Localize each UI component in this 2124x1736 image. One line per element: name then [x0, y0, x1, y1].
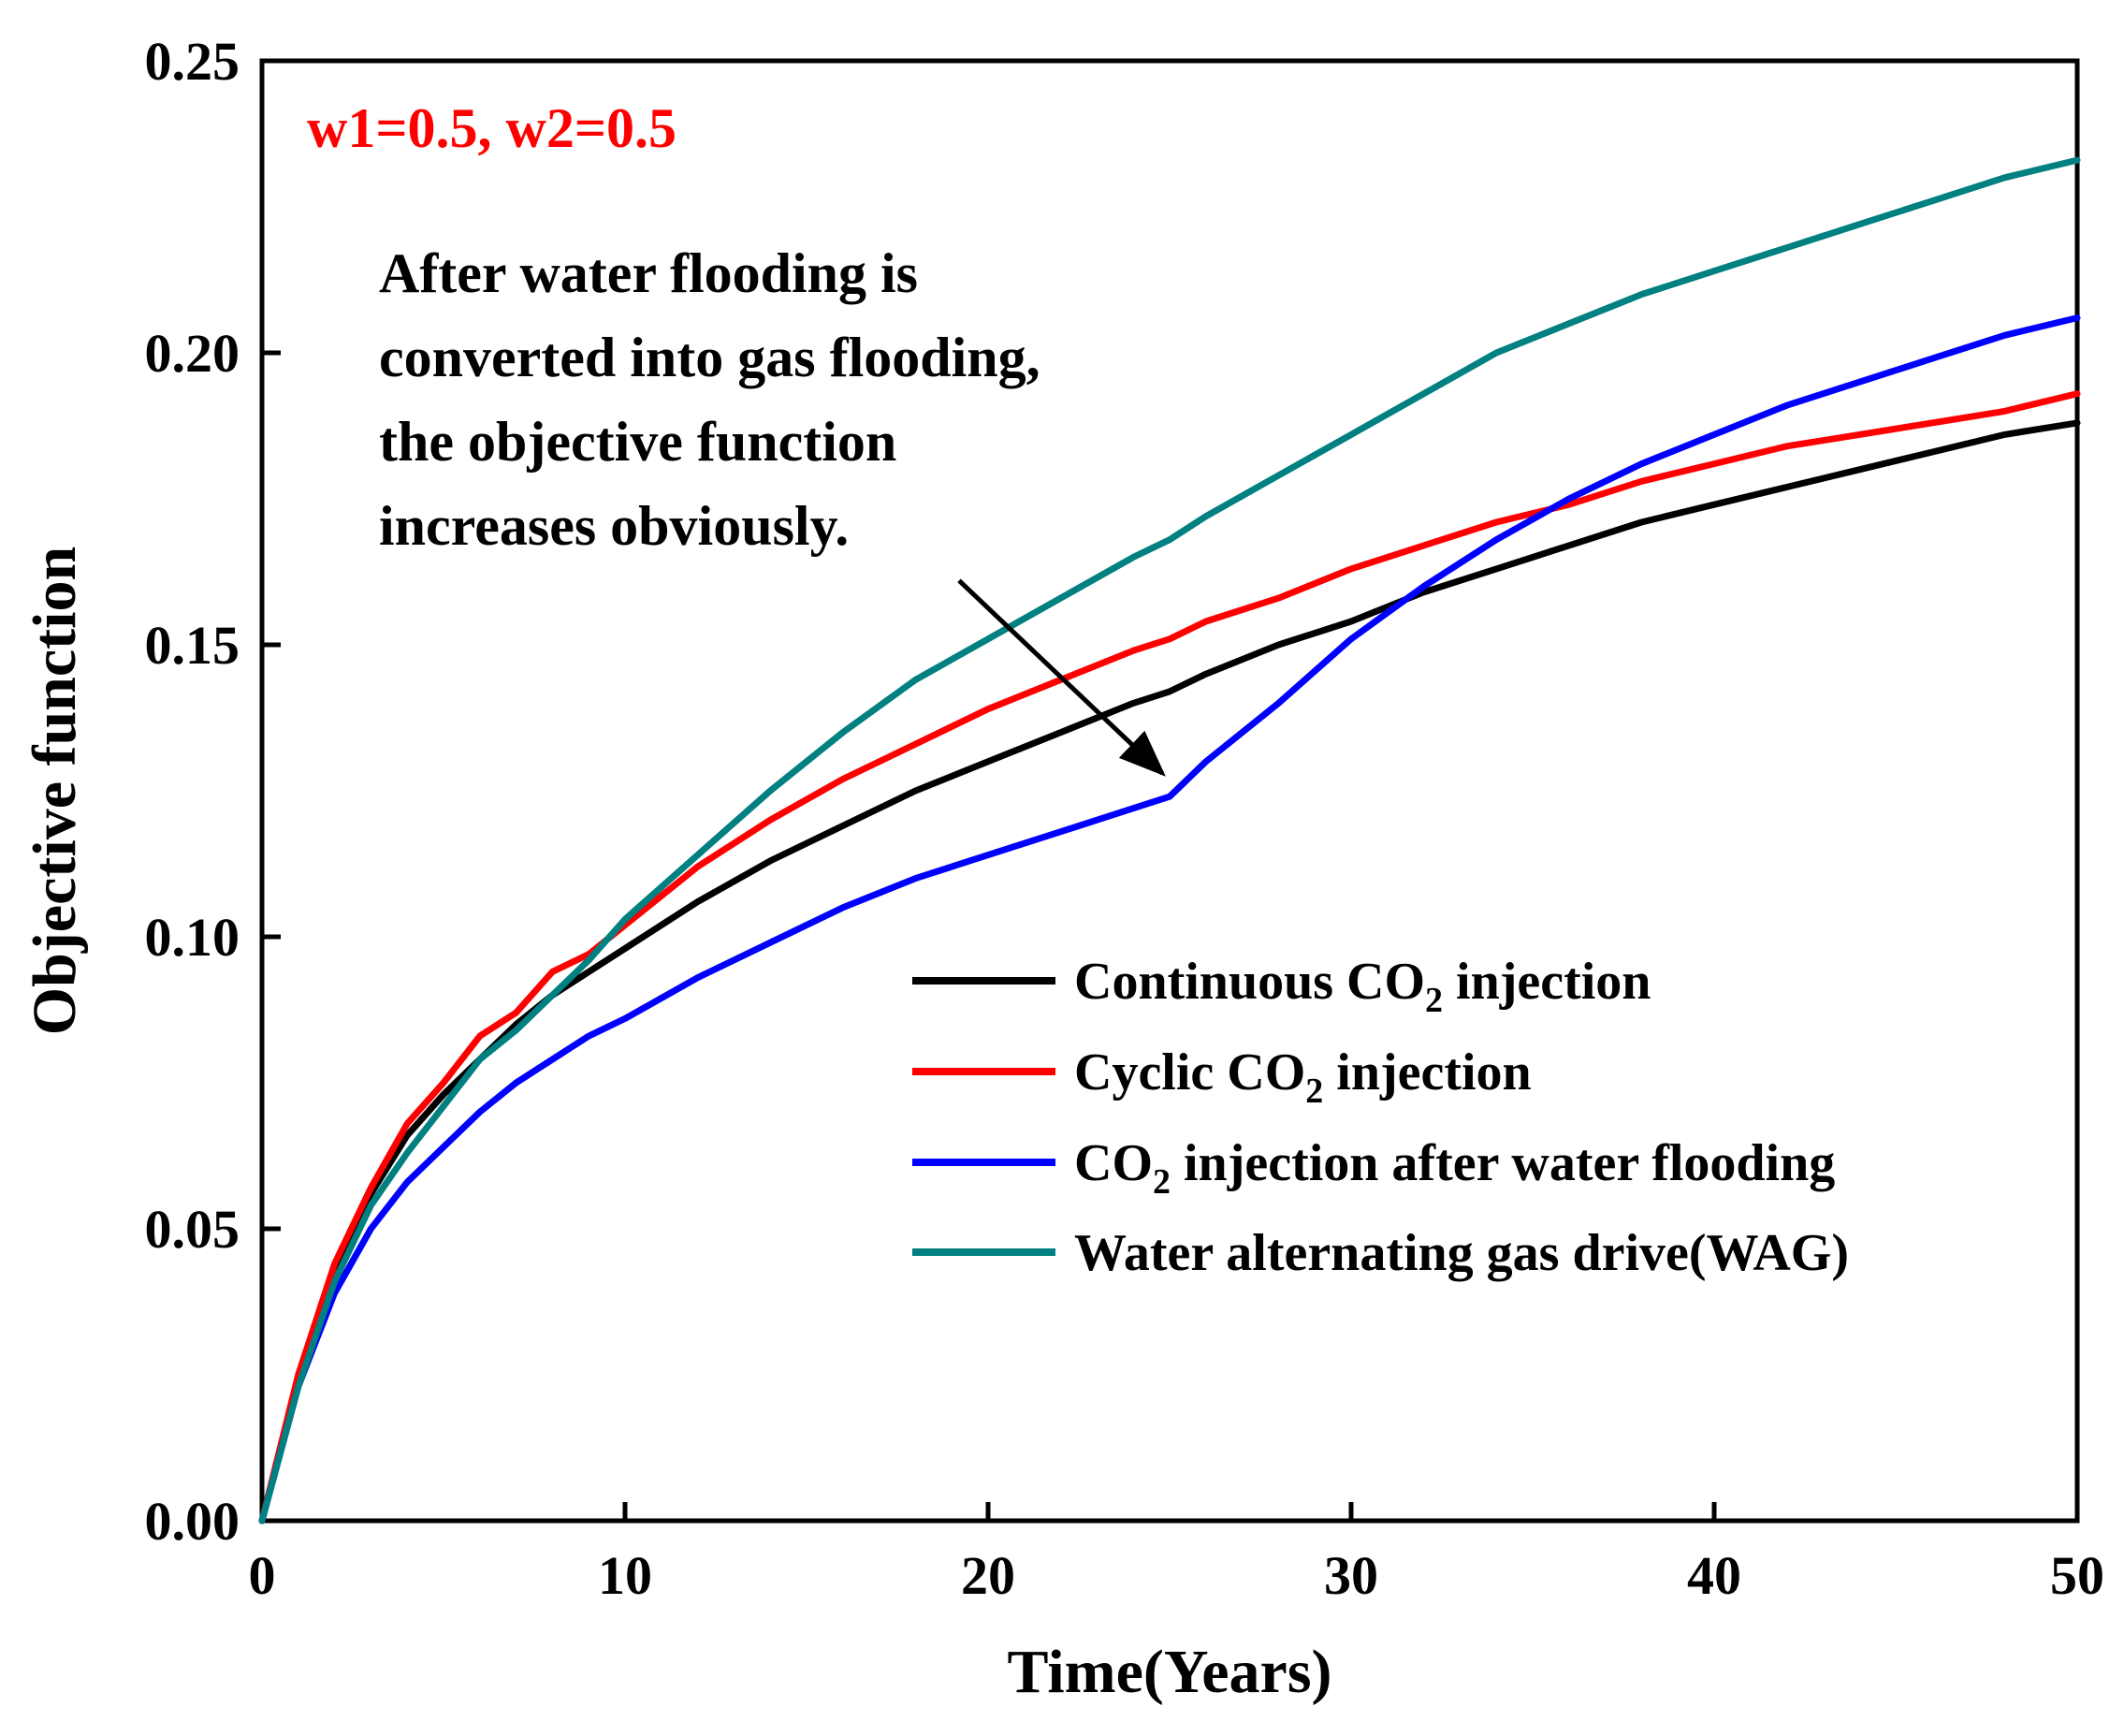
plot-frame: [259, 58, 2080, 1524]
x-axis: 0 10 20 30 40 50: [249, 1502, 2104, 1606]
y-tick-label: 0.10: [145, 907, 240, 968]
x-tick-label: 40: [1687, 1545, 1741, 1606]
series-lines: [258, 156, 2081, 1524]
legend-label-1: Continuous CO2 injection: [1074, 953, 1651, 1020]
x-tick-label: 0: [249, 1545, 276, 1606]
y-tick-label: 0.00: [145, 1491, 240, 1552]
annotation-line-1: After water flooding is: [379, 242, 918, 304]
y-tick-label: 0.15: [145, 615, 240, 676]
x-axis-title: Time(Years): [1007, 1638, 1331, 1706]
series-line-4: [258, 156, 2081, 1524]
legend-label-2: Cyclic CO2 injection: [1074, 1043, 1532, 1111]
x-tick-label: 50: [2050, 1545, 2104, 1606]
y-tick-label: 0.05: [145, 1199, 240, 1260]
annotation-arrow: [957, 578, 1166, 777]
annotation-line-3: the objective function: [379, 411, 896, 473]
annotation: After water flooding is converted into g…: [379, 242, 1166, 777]
y-axis: 0.00 0.05 0.10 0.15 0.20 0.25: [145, 31, 281, 1552]
y-tick-label: 0.25: [145, 31, 240, 92]
x-tick-label: 30: [1324, 1545, 1378, 1606]
series-line-3: [258, 314, 2081, 1524]
x-tick-label: 10: [598, 1545, 652, 1606]
series-line-2: [258, 390, 2081, 1524]
weights-note: w1=0.5, w2=0.5: [307, 97, 676, 159]
x-tick-label: 20: [961, 1545, 1015, 1606]
annotation-line-2: converted into gas flooding,: [379, 327, 1040, 388]
legend: Continuous CO2 injection Cyclic CO2 injec…: [912, 953, 1849, 1282]
legend-label-4: Water alternating gas drive(WAG): [1074, 1224, 1849, 1282]
series-line-1: [258, 419, 2081, 1524]
annotation-line-4: increases obviously.: [379, 495, 849, 557]
legend-label-3: CO2 injection after water flooding: [1074, 1134, 1835, 1202]
y-tick-label: 0.20: [145, 323, 240, 384]
y-axis-title: Objective function: [21, 547, 89, 1035]
